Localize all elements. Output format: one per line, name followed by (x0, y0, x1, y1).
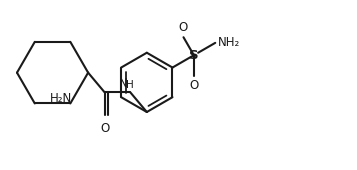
Text: NH₂: NH₂ (218, 36, 240, 49)
Text: S: S (189, 49, 199, 62)
Text: O: O (189, 79, 198, 92)
Text: H₂N: H₂N (50, 92, 72, 105)
Text: O: O (179, 21, 188, 34)
Text: O: O (100, 122, 109, 135)
Text: N: N (119, 77, 128, 90)
Text: H: H (126, 80, 134, 90)
